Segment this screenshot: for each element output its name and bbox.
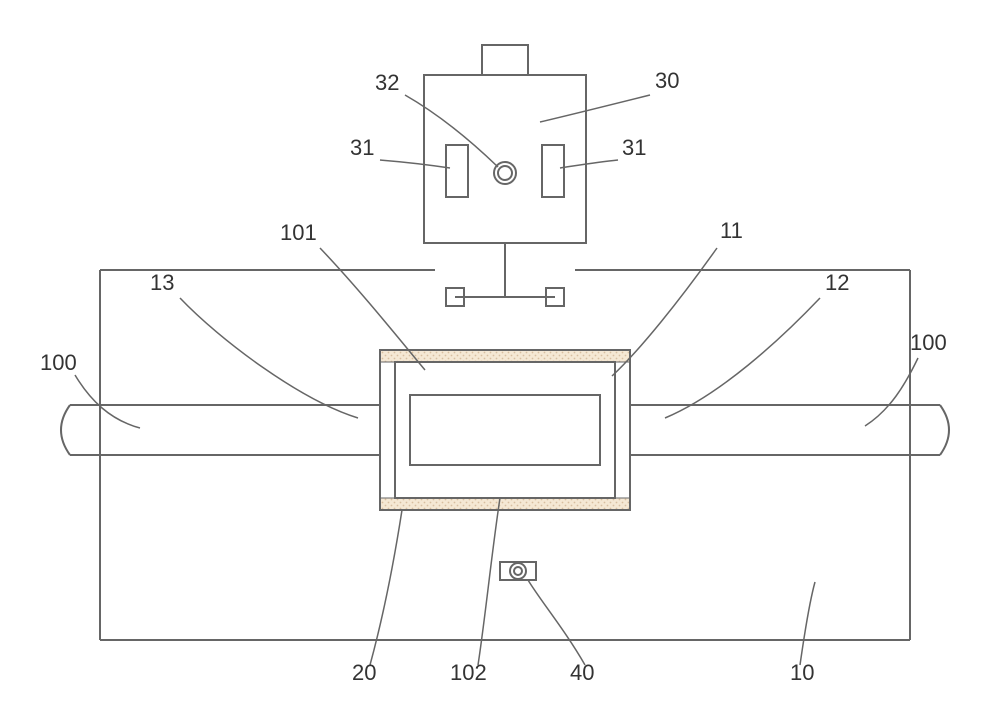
leader-13 — [180, 298, 358, 418]
leader-31R — [560, 160, 618, 168]
label-10: 10 — [790, 660, 814, 685]
leader-30 — [540, 95, 650, 122]
leader-100 — [75, 375, 140, 428]
label-31R: 31 — [622, 135, 646, 160]
label-100R: 100 — [910, 330, 947, 355]
leader-101 — [320, 248, 425, 370]
label-32: 32 — [375, 70, 399, 95]
leader-32 — [405, 95, 498, 167]
label-31L: 31 — [350, 135, 374, 160]
label-11: 11 — [720, 218, 743, 243]
leader-40 — [528, 580, 585, 665]
label-40: 40 — [570, 660, 594, 685]
label-100: 100 — [40, 350, 77, 375]
label-12: 12 — [825, 270, 849, 295]
annotations: 100 13 101 32 31 30 31 11 12 100 20 102 40 10 — [40, 68, 947, 685]
label-13: 13 — [150, 270, 174, 295]
leader-31L — [380, 160, 450, 168]
label-101: 101 — [280, 220, 317, 245]
leader-12 — [665, 298, 820, 418]
label-30: 30 — [655, 68, 679, 93]
label-102: 102 — [450, 660, 487, 685]
label-20: 20 — [352, 660, 376, 685]
leader-20 — [370, 510, 402, 665]
leader-10 — [800, 582, 815, 665]
